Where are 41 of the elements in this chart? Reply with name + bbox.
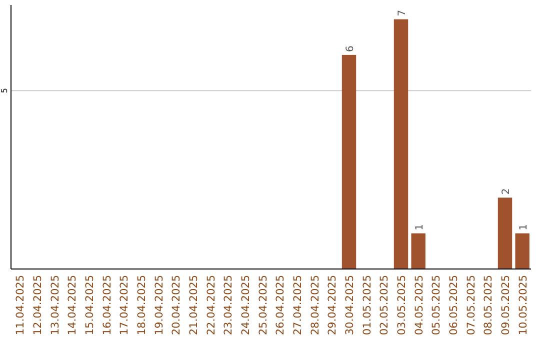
bar xyxy=(515,233,530,269)
x-tick-label: 23.04.2025 xyxy=(222,275,235,336)
bar xyxy=(498,198,512,269)
x-tick-label: 08.05.2025 xyxy=(482,275,495,336)
x-tick-label: 04.05.2025 xyxy=(413,275,426,336)
x-tick-label: 18.04.2025 xyxy=(136,275,148,336)
x-tick-label: 03.05.2025 xyxy=(396,275,408,336)
x-tick-label: 12.04.2025 xyxy=(32,275,44,336)
data-label: 1 xyxy=(414,224,426,230)
x-tick-label: 21.04.2025 xyxy=(188,275,200,336)
x-tick-label: 27.04.2025 xyxy=(292,275,304,336)
x-tick-label: 02.05.2025 xyxy=(378,275,391,336)
x-tick-label: 24.04.2025 xyxy=(240,275,252,336)
data-label: 6 xyxy=(345,46,356,52)
data-label: 1 xyxy=(518,224,530,230)
bar xyxy=(342,54,356,269)
x-tick-label: 11.04.2025 xyxy=(14,275,27,336)
x-tick-label: 20.04.2025 xyxy=(170,275,183,336)
x-tick-label: 16.04.2025 xyxy=(101,275,114,336)
x-tick-label: 30.04.2025 xyxy=(344,275,356,336)
y-tick-label: 5 xyxy=(0,88,9,94)
data-label: 7 xyxy=(397,10,408,16)
data-label: 2 xyxy=(501,188,512,195)
x-tick-label: 22.04.2025 xyxy=(205,275,218,336)
x-tick-label: 01.05.2025 xyxy=(361,275,374,336)
x-tick-label: 15.04.2025 xyxy=(84,275,96,336)
x-tick-label: 13.04.2025 xyxy=(49,275,62,336)
bar xyxy=(394,19,408,269)
x-tick-label: 25.04.2025 xyxy=(257,275,270,336)
x-tick-label: 28.04.2025 xyxy=(309,275,322,336)
x-tick-label: 07.05.2025 xyxy=(465,275,478,336)
x-tick-label: 05.05.2025 xyxy=(430,275,443,336)
x-tick-label: 17.04.2025 xyxy=(118,275,131,336)
x-tick-label: 10.05.2025 xyxy=(517,275,530,336)
bar xyxy=(411,233,426,269)
x-tick-label: 19.04.2025 xyxy=(153,275,166,336)
x-tick-label: 29.04.2025 xyxy=(326,275,339,336)
x-tick-label: 09.05.2025 xyxy=(500,275,512,336)
x-tick-label: 26.04.2025 xyxy=(274,275,287,336)
x-tick-label: 06.05.2025 xyxy=(448,275,460,336)
x-tick-label: 14.04.2025 xyxy=(66,275,79,336)
